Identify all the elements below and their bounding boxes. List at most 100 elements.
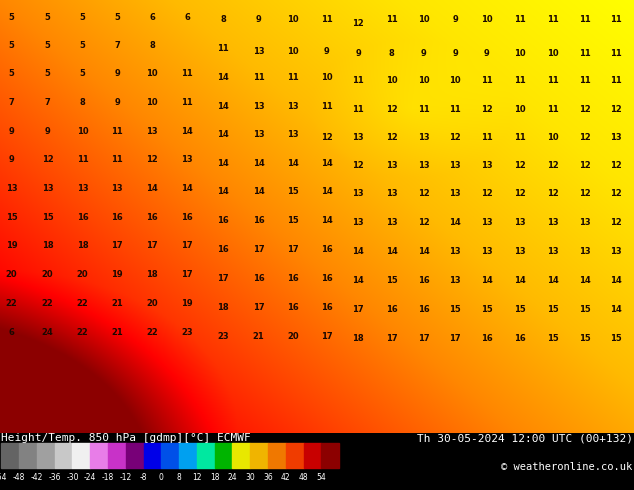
Text: 16: 16 (146, 213, 158, 221)
Text: 24: 24 (42, 328, 53, 337)
Bar (161, 443, 179, 468)
Text: 9: 9 (452, 49, 458, 58)
Text: 10: 10 (287, 15, 299, 24)
Text: 13: 13 (579, 247, 590, 256)
Text: 14: 14 (253, 187, 264, 196)
Text: 5: 5 (44, 69, 51, 78)
Text: -36: -36 (48, 473, 61, 482)
Text: 5: 5 (44, 13, 51, 22)
Text: 13: 13 (287, 101, 299, 111)
Text: 19: 19 (6, 241, 17, 250)
Text: 14: 14 (217, 73, 229, 81)
Text: 11: 11 (481, 133, 493, 142)
Text: 14: 14 (321, 216, 332, 225)
Text: 17: 17 (146, 241, 158, 250)
Text: 9: 9 (484, 49, 490, 58)
Text: -42: -42 (30, 473, 43, 482)
Text: 22: 22 (77, 328, 88, 337)
Bar (126, 443, 143, 468)
Text: 18: 18 (353, 334, 364, 343)
Text: -24: -24 (84, 473, 96, 482)
Text: 11: 11 (611, 75, 622, 85)
Text: 13: 13 (77, 184, 88, 193)
Text: 13: 13 (353, 219, 364, 227)
Text: 6: 6 (8, 328, 15, 337)
Text: 21: 21 (112, 299, 123, 308)
Text: 11: 11 (321, 15, 332, 24)
Text: 22: 22 (77, 299, 88, 308)
Text: 16: 16 (181, 213, 193, 221)
Text: 11: 11 (181, 69, 193, 78)
Text: 11: 11 (77, 155, 88, 164)
Text: 17: 17 (253, 303, 264, 312)
Text: 17: 17 (450, 334, 461, 343)
Text: Th 30-05-2024 12:00 UTC (00+132): Th 30-05-2024 12:00 UTC (00+132) (417, 433, 633, 443)
Text: 12: 12 (321, 133, 332, 142)
Text: 14: 14 (321, 159, 332, 168)
Text: 5: 5 (44, 41, 51, 50)
Text: 11: 11 (386, 15, 398, 24)
Text: 8: 8 (389, 49, 395, 58)
Text: 9: 9 (420, 49, 427, 58)
Text: 16: 16 (418, 305, 429, 314)
Text: 13: 13 (253, 47, 264, 55)
Text: 13: 13 (547, 219, 559, 227)
Text: 13: 13 (450, 161, 461, 170)
Text: 12: 12 (579, 161, 590, 170)
Text: 5: 5 (79, 41, 86, 50)
Text: 14: 14 (217, 159, 229, 168)
Text: 10: 10 (514, 49, 526, 58)
Text: 12: 12 (514, 161, 526, 170)
Text: 16: 16 (287, 303, 299, 312)
Text: 16: 16 (321, 245, 332, 254)
Text: 10: 10 (418, 75, 429, 85)
Text: 8: 8 (177, 473, 181, 482)
Text: 19: 19 (181, 299, 193, 308)
Text: 10: 10 (321, 73, 332, 81)
Text: 12: 12 (418, 219, 429, 227)
Text: 10: 10 (450, 75, 461, 85)
Bar (286, 443, 304, 468)
Text: 13: 13 (514, 247, 526, 256)
Text: 10: 10 (287, 47, 299, 55)
Text: 5: 5 (114, 13, 120, 22)
Text: 12: 12 (611, 161, 622, 170)
Text: 12: 12 (450, 133, 461, 142)
Text: 10: 10 (514, 104, 526, 114)
Text: 14: 14 (514, 276, 526, 285)
Text: 17: 17 (253, 245, 264, 254)
Text: 21: 21 (112, 328, 123, 337)
Text: -18: -18 (102, 473, 114, 482)
Text: 18: 18 (217, 303, 229, 312)
Text: 10: 10 (481, 15, 493, 24)
Text: 8: 8 (220, 15, 226, 24)
Text: 17: 17 (181, 241, 193, 250)
Text: 9: 9 (256, 15, 262, 24)
Text: 13: 13 (181, 155, 193, 164)
Text: 10: 10 (386, 75, 398, 85)
Text: 12: 12 (386, 104, 398, 114)
Text: Height/Temp. 850 hPa [gdmp][°C] ECMWF: Height/Temp. 850 hPa [gdmp][°C] ECMWF (1, 433, 251, 443)
Text: 7: 7 (8, 98, 15, 107)
Text: 8: 8 (149, 41, 155, 50)
Text: 16: 16 (481, 334, 493, 343)
Text: 30: 30 (245, 473, 255, 482)
Text: 17: 17 (217, 274, 229, 283)
Text: 23: 23 (217, 332, 229, 341)
Text: 14: 14 (181, 126, 193, 136)
Text: 11: 11 (217, 44, 229, 53)
Text: 16: 16 (253, 274, 264, 283)
Text: 14: 14 (217, 187, 229, 196)
Text: 14: 14 (353, 247, 364, 256)
Text: 9: 9 (323, 47, 330, 55)
Text: 5: 5 (79, 69, 86, 78)
Bar (250, 443, 268, 468)
Bar (108, 443, 126, 468)
Text: 9: 9 (355, 49, 361, 58)
Text: 11: 11 (112, 155, 123, 164)
Text: 13: 13 (611, 133, 622, 142)
Bar (143, 443, 161, 468)
Text: 12: 12 (547, 189, 559, 198)
Text: 11: 11 (353, 104, 364, 114)
Text: -8: -8 (140, 473, 147, 482)
